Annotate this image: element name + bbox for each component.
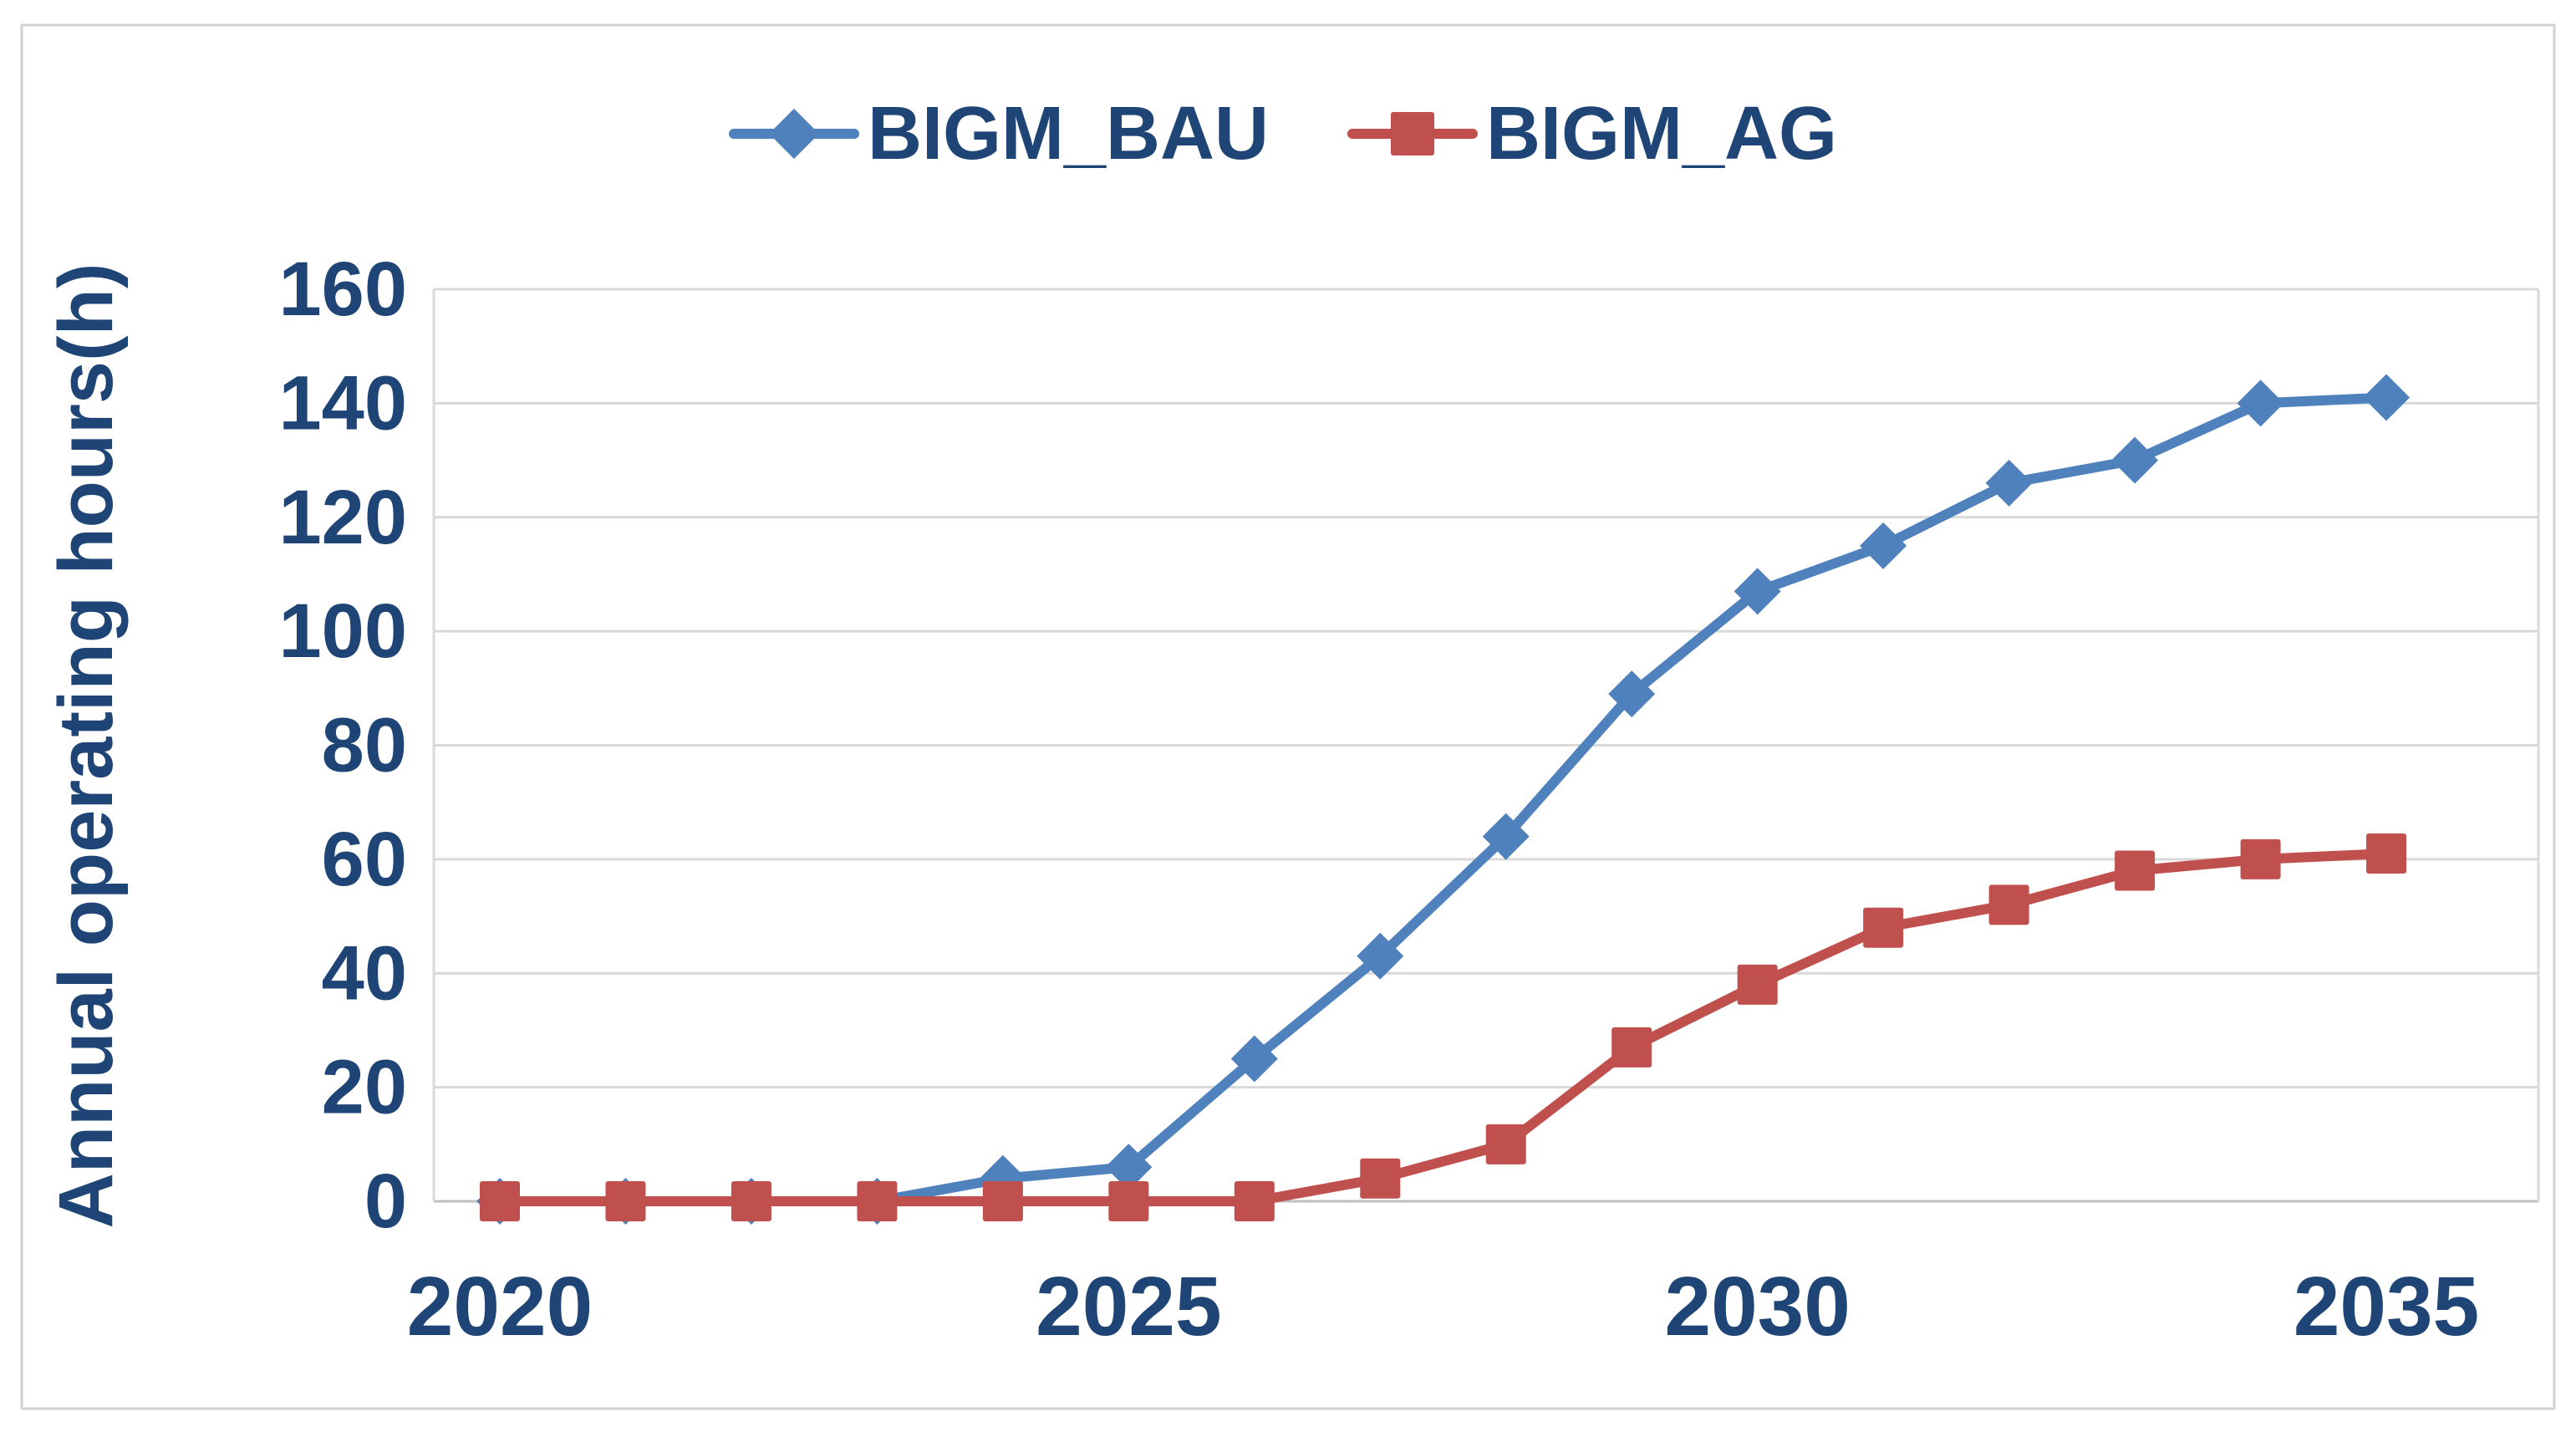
series-marker-bigm_ag-2027 — [1360, 1158, 1401, 1199]
series-marker-bigm_bau-2035 — [2363, 374, 2411, 421]
y-tick-label-80: 80 — [322, 703, 407, 788]
series-marker-bigm_ag-2023 — [857, 1181, 898, 1221]
series-marker-bigm_ag-2028 — [1485, 1124, 1526, 1164]
series-marker-bigm_bau-2032 — [1985, 459, 2033, 507]
y-axis-title: Annual operating hours(h) — [43, 262, 129, 1228]
series-marker-bigm_bau-2027 — [1357, 932, 1404, 980]
y-tick-label-40: 40 — [322, 930, 407, 1016]
y-tick-label-160: 160 — [279, 247, 408, 332]
y-tick-label-60: 60 — [322, 817, 407, 902]
series-marker-bigm_bau-2029 — [1608, 670, 1656, 718]
series-marker-bigm_ag-2026 — [1234, 1181, 1275, 1221]
legend-label-bigm_bau: BIGM_BAU — [868, 92, 1269, 176]
series-marker-bigm_ag-2029 — [1611, 1027, 1652, 1068]
legend-label-bigm_ag: BIGM_AG — [1486, 92, 1837, 176]
x-tick-label-2035: 2035 — [2293, 1260, 2479, 1353]
series-marker-bigm_ag-2025 — [1108, 1181, 1149, 1221]
legend-diamond-icon — [769, 109, 819, 159]
series-marker-bigm_bau-2034 — [2237, 380, 2284, 427]
y-tick-label-20: 20 — [322, 1045, 407, 1130]
x-tick-label-2030: 2030 — [1664, 1260, 1850, 1353]
series-marker-bigm_bau-2028 — [1482, 813, 1530, 860]
series-marker-bigm_bau-2033 — [2111, 436, 2159, 484]
series-marker-bigm_ag-2035 — [2366, 833, 2407, 874]
series-marker-bigm_ag-2024 — [982, 1181, 1023, 1221]
y-tick-label-120: 120 — [279, 475, 408, 560]
series-line-bigm_ag — [495, 848, 2392, 1206]
series-marker-bigm_ag-2034 — [2240, 838, 2281, 879]
series-marker-bigm_ag-2020 — [480, 1181, 520, 1221]
series-marker-bigm_ag-2021 — [605, 1181, 646, 1221]
legend-square-icon — [1391, 112, 1434, 155]
series-marker-bigm_bau-2025 — [1105, 1144, 1153, 1191]
x-tick-label-2025: 2025 — [1036, 1260, 1221, 1353]
figure-border — [20, 23, 2556, 1410]
y-tick-label-140: 140 — [279, 360, 408, 446]
series-marker-bigm_ag-2033 — [2115, 850, 2156, 891]
series-marker-bigm_bau-2031 — [1860, 522, 1907, 569]
x-tick-label-2020: 2020 — [407, 1260, 593, 1353]
y-tick-label-100: 100 — [279, 589, 408, 674]
series-marker-bigm_ag-2022 — [731, 1181, 771, 1221]
series-marker-bigm_ag-2032 — [1988, 884, 2029, 925]
y-tick-label-0: 0 — [364, 1159, 407, 1244]
series-marker-bigm_bau-2026 — [1230, 1035, 1278, 1083]
series-marker-bigm_bau-2030 — [1733, 568, 1781, 615]
series-marker-bigm_ag-2030 — [1737, 964, 1778, 1005]
series-marker-bigm_ag-2031 — [1863, 907, 1904, 948]
